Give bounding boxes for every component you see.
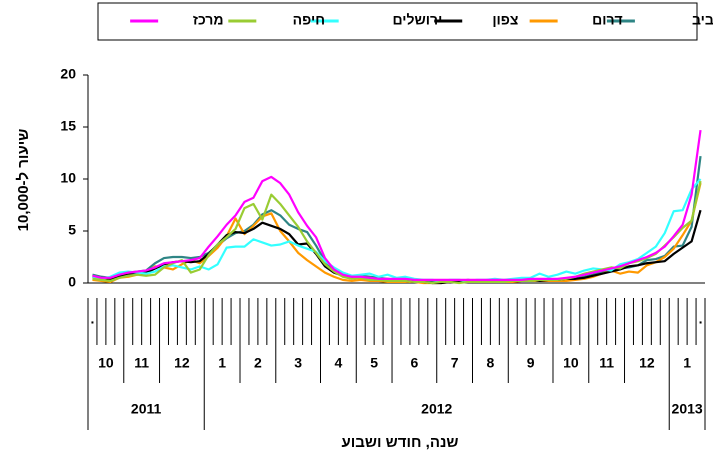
year-label: 2012	[421, 401, 452, 417]
series-line	[92, 178, 702, 283]
x-tick-label: .	[91, 311, 95, 327]
month-label: 10	[563, 355, 579, 371]
legend-label: ירושלים	[393, 12, 443, 28]
y-tick-label: 5	[68, 222, 76, 238]
y-axis-title: שיעור ל-10,000	[15, 129, 32, 232]
month-label: 1	[683, 355, 691, 371]
month-label: 6	[410, 355, 418, 371]
month-label: 8	[486, 355, 494, 371]
year-label: 2011	[131, 401, 162, 417]
legend-label: חיפה	[293, 12, 325, 28]
month-label: 9	[527, 355, 535, 371]
year-label: 2013	[672, 401, 703, 417]
legend-label: מרכז	[193, 12, 224, 28]
legend-label: צפון	[492, 12, 518, 28]
x-tick-label: .	[699, 311, 703, 327]
y-tick-label: 15	[60, 118, 76, 134]
y-tick-label: 20	[60, 66, 76, 82]
month-label: 1	[218, 355, 226, 371]
legend-label: דרום	[592, 12, 623, 28]
x-axis-title: שנה, חודש ושבוע	[341, 434, 458, 451]
month-label: 4	[334, 355, 342, 371]
series-line	[92, 209, 702, 285]
month-label: 3	[294, 355, 302, 371]
legend-box	[97, 2, 698, 41]
month-label: 2	[254, 355, 262, 371]
month-label: 7	[451, 355, 459, 371]
legend-label: תל אביב	[692, 12, 713, 28]
y-tick-label: 0	[68, 274, 76, 290]
month-label: 12	[174, 355, 190, 371]
month-label: 11	[134, 355, 149, 371]
y-tick-label: 10	[60, 170, 76, 186]
month-label: 11	[599, 355, 614, 371]
month-label: 10	[98, 355, 114, 371]
series-line	[92, 129, 702, 281]
month-label: 5	[370, 355, 378, 371]
month-label: 12	[639, 355, 655, 371]
